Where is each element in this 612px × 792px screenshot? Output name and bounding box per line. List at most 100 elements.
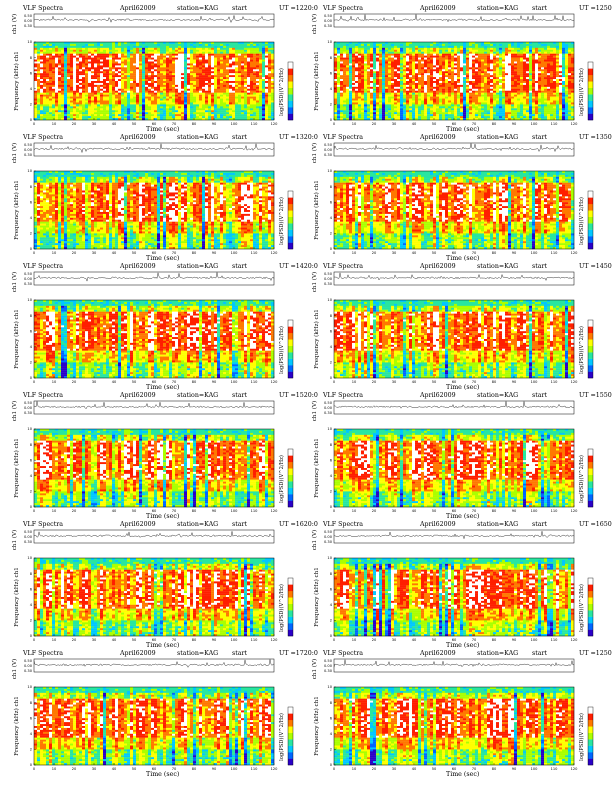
heatmap-cell	[352, 65, 356, 68]
heatmap-cell	[58, 45, 62, 48]
heatmap-cell	[535, 73, 539, 76]
heatmap-cell	[103, 53, 107, 56]
heatmap-cell	[493, 49, 497, 52]
heatmap-cell	[49, 43, 53, 47]
heatmap-cell	[157, 65, 161, 68]
heatmap-cell	[82, 57, 86, 60]
heatmap-cell	[478, 57, 482, 60]
heatmap-cell	[229, 98, 233, 101]
heatmap-cell	[34, 67, 38, 70]
heatmap-cell	[394, 61, 398, 64]
heatmap-cell	[136, 98, 140, 101]
heatmap-cell	[241, 90, 245, 93]
heatmap-cell	[70, 118, 74, 121]
heatmap-cell	[214, 84, 218, 87]
heatmap-cell	[100, 86, 104, 89]
heatmap-cell	[34, 42, 38, 45]
heatmap-cell	[214, 73, 218, 76]
heatmap-cell	[427, 73, 431, 76]
heatmap-cell	[181, 73, 185, 76]
heatmap-cell	[451, 61, 455, 64]
heatmap-cell	[334, 69, 338, 72]
strip-y-tick-label: 0.50	[24, 14, 33, 18]
heatmap-cell	[64, 88, 68, 91]
heatmap-cell	[208, 100, 212, 103]
heatmap-cell	[238, 69, 242, 72]
heatmap-cell	[190, 73, 194, 76]
heatmap-cell	[244, 106, 248, 109]
heatmap-cell	[538, 77, 542, 80]
heatmap-cell	[205, 81, 209, 84]
heatmap-cell	[250, 55, 254, 58]
heatmap-cell	[148, 69, 152, 72]
heatmap-cell	[106, 47, 110, 50]
heatmap-cell	[415, 79, 419, 82]
heatmap-cell	[214, 69, 218, 72]
heatmap-cell	[394, 63, 398, 66]
heatmap-cell	[109, 49, 113, 52]
heatmap-cell	[220, 94, 224, 97]
heatmap-cell	[52, 104, 56, 107]
heatmap-cell	[235, 51, 239, 54]
heatmap-cell	[220, 84, 224, 87]
heatmap-cell	[265, 82, 269, 86]
strip-chart-frame	[333, 13, 575, 28]
heatmap-cell	[238, 98, 242, 101]
heatmap-cell	[85, 49, 89, 52]
heatmap-cell	[373, 71, 377, 74]
heatmap-cell	[559, 67, 563, 70]
heatmap-cell	[454, 61, 458, 64]
heatmap-cell	[196, 114, 200, 117]
heatmap-cell	[196, 94, 200, 97]
heatmap-cell	[169, 59, 173, 62]
heatmap-cell	[139, 47, 143, 50]
heatmap-cell	[382, 75, 386, 78]
heatmap-cell	[100, 69, 104, 72]
heatmap-cell	[226, 73, 230, 76]
heatmap-cell	[55, 51, 59, 54]
heatmap-cell	[199, 82, 203, 86]
heatmap-cell	[142, 79, 146, 82]
heatmap-cell	[175, 108, 179, 111]
heatmap-cell	[109, 73, 113, 76]
heatmap-cell	[166, 71, 170, 74]
heatmap-cell	[352, 51, 356, 54]
heatmap-cell	[73, 104, 77, 107]
heatmap-cell	[163, 108, 167, 111]
heatmap-cell	[358, 47, 362, 50]
heatmap-cell	[151, 79, 155, 82]
heatmap-cell	[121, 96, 125, 99]
heatmap-cell	[505, 69, 509, 72]
heatmap-cell	[94, 94, 98, 97]
heatmap-cell	[463, 79, 467, 82]
heatmap-cell	[43, 106, 47, 109]
heatmap-cell	[127, 98, 131, 101]
heatmap-cell	[439, 57, 443, 60]
heatmap-cell	[169, 47, 173, 50]
heatmap-cell	[100, 90, 104, 93]
heatmap-cell	[205, 90, 209, 93]
heatmap-cell	[391, 61, 395, 64]
heatmap-cell	[58, 88, 62, 91]
heatmap-cell	[520, 51, 524, 54]
heatmap-cell	[382, 61, 386, 64]
heatmap-cell	[103, 57, 107, 60]
heatmap-cell	[70, 75, 74, 78]
heatmap-cell	[130, 73, 134, 76]
heatmap-cell	[163, 71, 167, 74]
heatmap-cell	[136, 114, 140, 117]
heatmap-cell	[187, 51, 191, 54]
heatmap-cell	[64, 59, 68, 62]
heatmap-cell	[55, 114, 59, 117]
heatmap-cell	[157, 110, 161, 113]
heatmap-cell	[250, 118, 254, 121]
heatmap-cell	[190, 106, 194, 109]
heatmap-cell	[562, 57, 566, 60]
heatmap-cell	[367, 75, 371, 78]
heatmap-cell	[265, 79, 269, 82]
heatmap-cell	[484, 57, 488, 60]
heatmap-cell	[142, 96, 146, 99]
heatmap-cell	[40, 90, 44, 93]
heatmap-cell	[361, 57, 365, 60]
heatmap-cell	[118, 82, 122, 86]
